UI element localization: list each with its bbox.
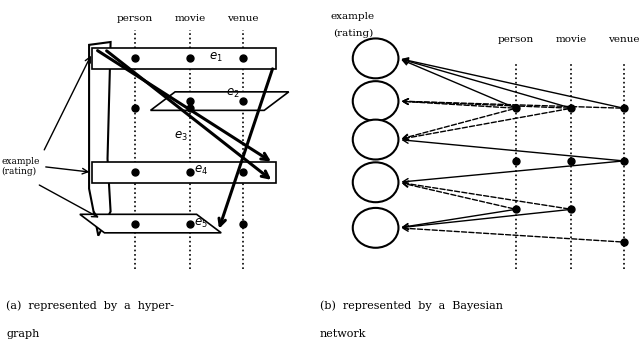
Text: network: network — [320, 329, 367, 339]
Circle shape — [353, 81, 399, 121]
Text: (a)  represented  by  a  hyper-: (a) represented by a hyper- — [6, 301, 174, 312]
Bar — [92, 48, 276, 69]
Text: (rating): (rating) — [333, 29, 373, 38]
Text: movie: movie — [556, 35, 587, 44]
Text: $e_2$: $e_2$ — [226, 87, 239, 100]
Text: venue: venue — [227, 14, 259, 23]
Circle shape — [353, 162, 399, 202]
Text: (b)  represented  by  a  Bayesian: (b) represented by a Bayesian — [320, 301, 503, 312]
Text: graph: graph — [6, 329, 40, 339]
Text: person: person — [498, 35, 534, 44]
Text: venue: venue — [608, 35, 639, 44]
Circle shape — [353, 120, 399, 159]
Text: example
(rating): example (rating) — [1, 157, 40, 176]
Text: example: example — [331, 12, 375, 21]
Text: $e_4$: $e_4$ — [193, 164, 207, 177]
Polygon shape — [150, 92, 289, 110]
Text: $e_5$: $e_5$ — [193, 217, 207, 230]
Text: person: person — [117, 14, 154, 23]
Text: $e_3$: $e_3$ — [173, 130, 188, 143]
Text: movie: movie — [175, 14, 206, 23]
Text: $e_1$: $e_1$ — [209, 51, 223, 63]
Polygon shape — [80, 214, 221, 233]
Bar — [92, 162, 276, 183]
Circle shape — [353, 208, 399, 248]
Circle shape — [353, 38, 399, 78]
